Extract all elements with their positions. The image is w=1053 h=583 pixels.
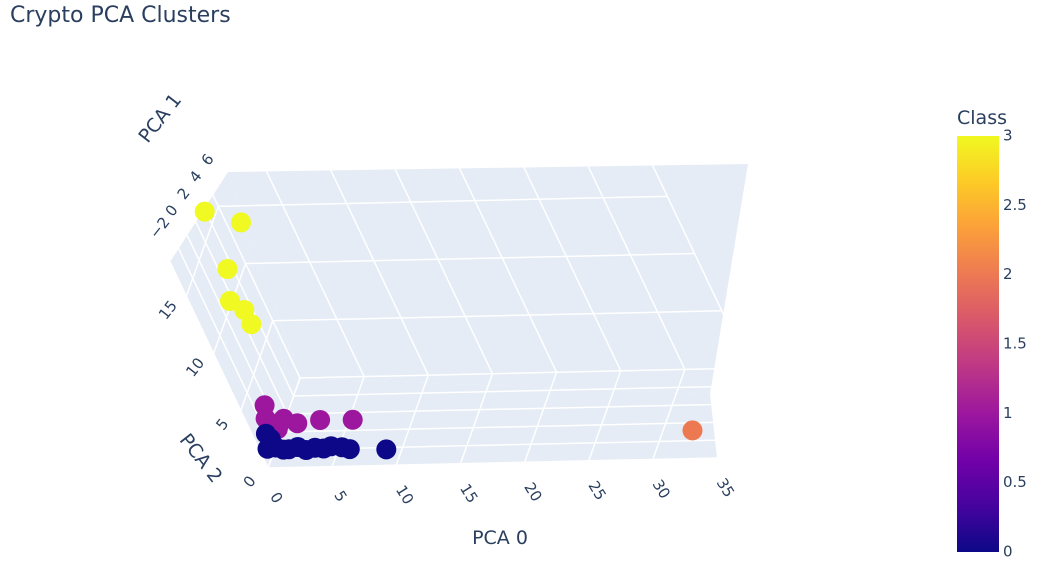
z-tick-label: 0 (240, 472, 260, 491)
y-tick-label: 6 (198, 150, 218, 169)
x-tick-label: 30 (649, 476, 674, 502)
colorbar (957, 136, 999, 552)
y-gridline (169, 261, 269, 469)
x-tick-label: 15 (456, 481, 481, 507)
chart-title: Crypto PCA Clusters (10, 3, 231, 28)
data-points (194, 201, 703, 460)
x-gridline (395, 374, 429, 466)
y-gridline (267, 457, 718, 469)
x-gridline (652, 369, 686, 460)
y-tick-label: 0 (162, 201, 182, 220)
data-point-class-3 (220, 291, 240, 311)
z-axis-label: PCA 2 (175, 430, 227, 488)
data-point-class-0 (296, 440, 317, 460)
x-gridline (588, 370, 622, 462)
x-gridline (523, 372, 558, 463)
colorbar-tick-label: 0 (1003, 543, 1013, 561)
data-point-class-1 (342, 409, 363, 430)
z-tick-label: 5 (212, 415, 232, 434)
x-tick-label: 25 (584, 478, 609, 504)
data-point-class-0 (279, 439, 299, 460)
colorbar-tick-label: 2 (1003, 265, 1013, 283)
z-tick-label: 15 (155, 297, 181, 323)
data-point-class-3 (231, 212, 251, 233)
z-gridline (240, 320, 274, 412)
x-tick-label: 35 (713, 475, 738, 501)
z-gridline (218, 195, 668, 208)
back-wall (228, 164, 748, 394)
colorbar-tick-label: 3 (1003, 127, 1013, 145)
colorbar-tick-label: 1 (1003, 404, 1013, 422)
x-gridline (459, 373, 494, 464)
z-gridline (245, 252, 695, 265)
z-gridline (272, 310, 722, 322)
x-gridline (716, 367, 750, 459)
data-point-class-3 (194, 201, 215, 222)
y-gridline (194, 189, 295, 397)
y-tick-label: 4 (186, 167, 206, 186)
x-tick-label: 20 (520, 479, 545, 505)
data-point-class-0 (313, 438, 334, 459)
data-point-class-1 (255, 408, 276, 429)
colorbar-tick-label: 1.5 (1003, 335, 1027, 353)
colorbar-ticks: 0 0.5 1 1.5 2 2.5 3 (1003, 127, 1027, 561)
z-gridline (299, 367, 750, 379)
data-point-class-3 (217, 259, 238, 279)
y-tick-label: −2 (146, 213, 174, 242)
y-axis-label: PCA 1 (134, 90, 186, 148)
z-gridline (185, 206, 220, 297)
y-gridline (293, 385, 743, 397)
gridlines (169, 161, 750, 469)
x-tick-label: 0 (266, 489, 286, 507)
data-point-class-1 (310, 410, 331, 430)
data-point-class-3 (241, 314, 262, 335)
data-point-class-0 (339, 439, 360, 460)
data-point-class-0 (376, 439, 397, 460)
colorbar-title: Class (957, 107, 1007, 129)
data-point-class-2 (682, 420, 703, 441)
y-gridline (280, 421, 730, 433)
x-axis-label: PCA 0 (472, 527, 528, 549)
colorbar-tick-label: 2.5 (1003, 196, 1027, 214)
x-tick-label: 10 (392, 482, 417, 508)
data-point-class-1 (273, 408, 294, 429)
z-tick-label: 10 (182, 354, 208, 380)
y-gridline (287, 403, 737, 415)
colorbar-tick-label: 0.5 (1003, 473, 1027, 491)
x-tick-label: 5 (330, 487, 350, 505)
y-tick-label: 2 (174, 184, 194, 203)
left-wall (170, 172, 300, 468)
